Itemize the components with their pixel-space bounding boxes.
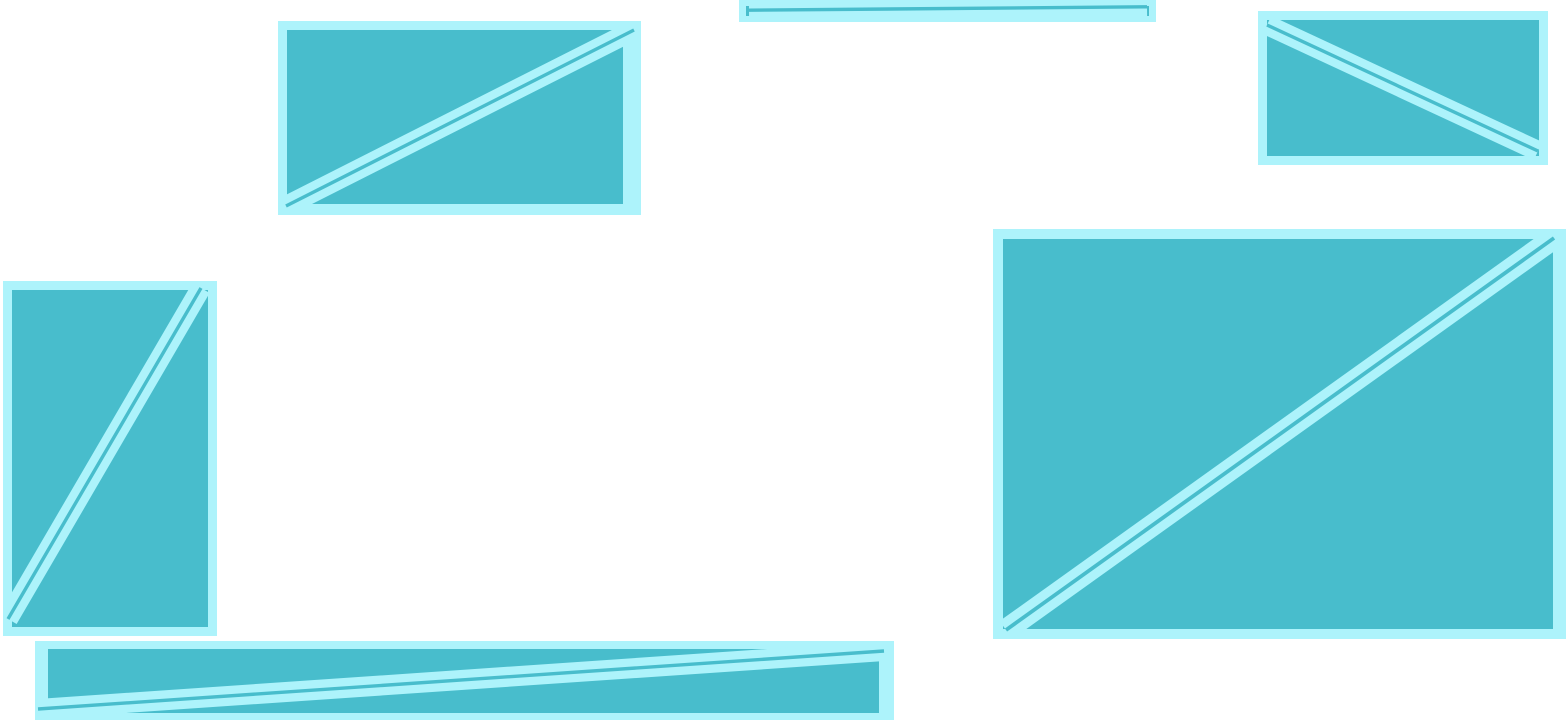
placeholder-box-top-center	[739, 0, 1156, 22]
placeholder-box-right-large	[993, 229, 1566, 639]
placeholder-box-bottom-left	[35, 641, 894, 720]
placeholder-box-left	[3, 281, 217, 636]
placeholder-box-top-left	[278, 21, 641, 215]
placeholder-box-top-right	[1258, 11, 1548, 165]
